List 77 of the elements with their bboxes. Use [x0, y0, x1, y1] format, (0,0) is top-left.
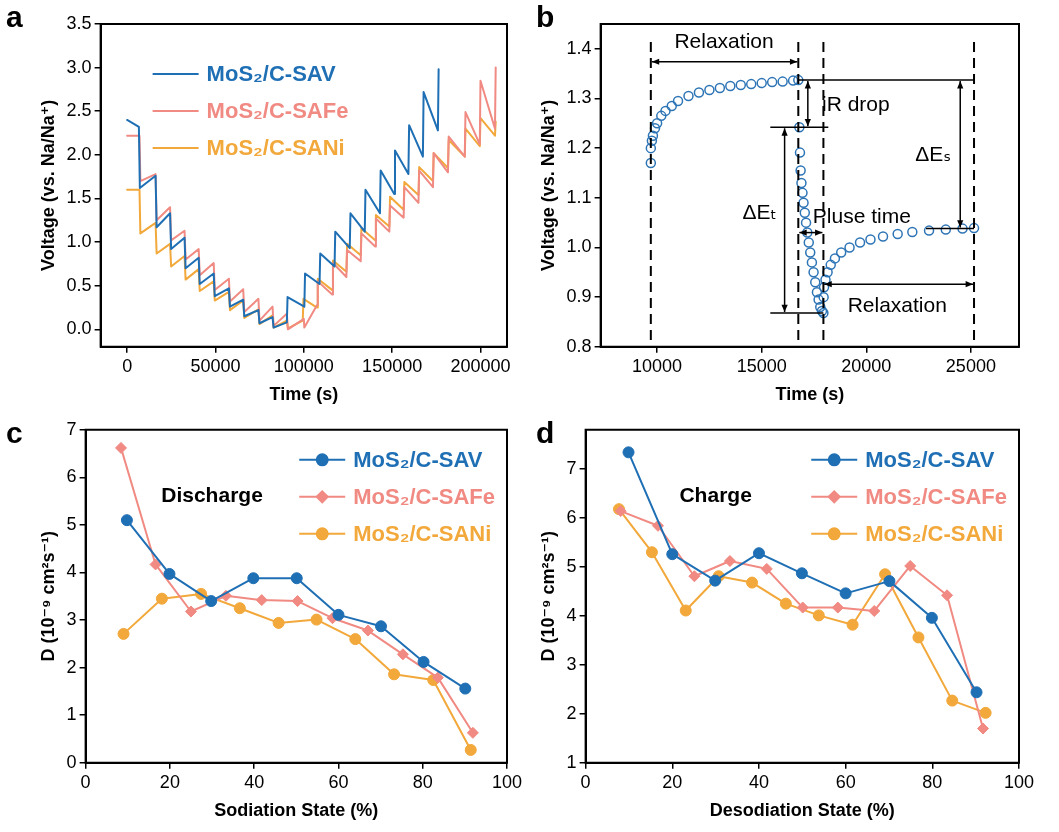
- x-axis-title: Time (s): [775, 384, 845, 405]
- x-tick-label: 50000: [190, 355, 241, 376]
- x-tick-label: 80: [412, 771, 433, 792]
- legend-label: MoS₂/C-SANi: [353, 520, 492, 546]
- annotation: Discharge: [161, 483, 263, 507]
- annotation: Relaxation: [674, 28, 774, 52]
- x-tick-label: 200000: [450, 355, 511, 376]
- x-tick-label: 80: [922, 771, 943, 792]
- x-tick-label: 0: [122, 355, 133, 376]
- x-tick-label: 60: [835, 771, 856, 792]
- chart-title: d: [536, 416, 555, 450]
- y-tick-label: 2.0: [66, 143, 92, 164]
- x-tick-label: 20: [159, 771, 180, 792]
- y-tick-label: 1.4: [566, 37, 592, 58]
- y-tick-label: 1.1: [566, 186, 592, 207]
- y-tick-label: 0.9: [566, 286, 592, 307]
- x-tick-label: 40: [244, 771, 265, 792]
- x-tick-label: 100: [1003, 771, 1035, 792]
- legend-label: MoS₂/C-SANi: [865, 520, 1004, 546]
- y-tick-label: 3: [66, 609, 77, 630]
- y-tick-label: 0: [66, 751, 77, 772]
- x-tick-label: 60: [328, 771, 349, 792]
- chart-title: a: [6, 0, 23, 34]
- annotation: Relaxation: [847, 292, 947, 316]
- y-tick-label: 7: [66, 418, 77, 439]
- y-tick-label: 2: [566, 702, 577, 723]
- legend-label: MoS₂/C-SAV: [865, 446, 995, 472]
- x-tick-label: 10000: [632, 355, 683, 376]
- y-tick-label: 3.5: [66, 12, 92, 33]
- x-tick-label: 100000: [273, 355, 334, 376]
- y-axis-title: D (10⁻⁹ cm²s⁻¹): [537, 531, 558, 662]
- chart-title: c: [6, 416, 23, 450]
- y-tick-label: 7: [566, 457, 577, 478]
- y-tick-label: 1.0: [566, 236, 592, 257]
- legend-label: MoS₂/C-SAV: [353, 446, 483, 472]
- x-tick-label: 20: [662, 771, 683, 792]
- y-tick-label: 6: [566, 506, 577, 527]
- annotation: ΔEₜ: [742, 199, 777, 223]
- x-tick-label: 150000: [362, 355, 423, 376]
- x-tick-label: 40: [748, 771, 769, 792]
- y-axis-title: Voltage (vs. Na/Na⁺): [537, 99, 558, 272]
- y-tick-label: 5: [566, 555, 577, 576]
- annotation: Charge: [679, 483, 752, 507]
- y-tick-label: 1: [66, 704, 77, 725]
- y-tick-label: 1: [566, 751, 577, 772]
- y-tick-label: 4: [566, 604, 577, 625]
- x-axis-title: Desodiation State (%): [709, 800, 895, 821]
- y-tick-label: 2.5: [66, 100, 92, 121]
- y-tick-label: 1.3: [566, 87, 592, 108]
- y-tick-label: 6: [66, 466, 77, 487]
- y-tick-label: 1.2: [566, 137, 592, 158]
- y-tick-label: 2: [66, 656, 77, 677]
- y-tick-label: 0.8: [566, 335, 592, 356]
- annotation: ΔEₛ: [915, 141, 952, 165]
- legend-label: MoS₂/C-SAV: [206, 61, 337, 87]
- y-tick-label: 1.0: [66, 231, 92, 252]
- legend-label: MoS₂/C-SAFe: [206, 98, 349, 124]
- x-tick-label: 20000: [841, 355, 892, 376]
- x-tick-label: 100: [491, 771, 523, 792]
- y-tick-label: 0.5: [66, 274, 92, 295]
- chart-title: b: [536, 0, 555, 34]
- y-tick-label: 0.0: [66, 318, 92, 339]
- y-tick-label: 5: [66, 513, 77, 534]
- x-axis-title: Time (s): [269, 384, 339, 405]
- legend-label: MoS₂/C-SANi: [206, 135, 345, 161]
- y-tick-label: 3.0: [66, 56, 92, 77]
- y-tick-label: 3: [566, 653, 577, 674]
- y-tick-label: 4: [66, 561, 77, 582]
- annotation: Pluse time: [812, 203, 911, 227]
- y-axis-title: D (10⁻⁹ cm²s⁻¹): [37, 531, 58, 662]
- y-axis-title: Voltage (vs. Na/Na⁺): [37, 99, 58, 272]
- legend-label: MoS₂/C-SAFe: [353, 483, 496, 509]
- x-axis-title: Sodiation State (%): [214, 800, 379, 821]
- y-tick-label: 1.5: [66, 187, 92, 208]
- legend-label: MoS₂/C-SAFe: [865, 483, 1008, 509]
- x-tick-label: 25000: [945, 355, 996, 376]
- x-tick-label: 15000: [736, 355, 787, 376]
